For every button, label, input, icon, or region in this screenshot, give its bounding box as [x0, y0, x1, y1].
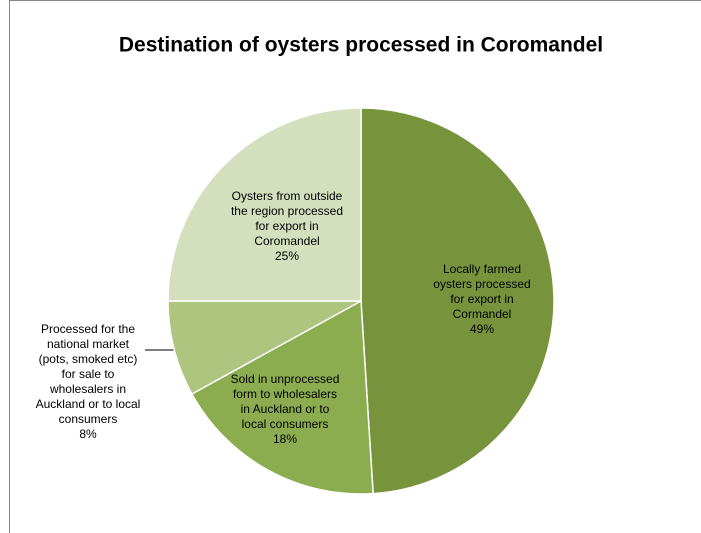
- slice-label-line: Cormandel: [453, 307, 512, 321]
- slice-label-line: form to wholesalers: [233, 387, 337, 401]
- slice-value-label: 49%: [470, 322, 494, 336]
- slice-value-label: 18%: [273, 432, 297, 446]
- slice-label: Processed for the national market (pots, s…: [36, 322, 141, 426]
- pie-slice: [167, 300, 362, 395]
- slice-label: Locally farmed oysters processed for expor…: [433, 262, 530, 321]
- slice-label-line: oysters processed: [433, 277, 530, 291]
- slice-label-line: local consumers: [242, 417, 329, 431]
- slice-label-line: Coromandel: [254, 234, 319, 248]
- pie-slice: [360, 107, 555, 495]
- slice-label-line: Auckland or to local: [36, 397, 141, 411]
- pie-slice: [167, 107, 362, 302]
- slice-label-line: Sold in unprocessed: [231, 372, 340, 386]
- chart-title: Destination of oysters processed in Coro…: [119, 34, 603, 57]
- slice-label-line: (pots, smoked etc): [39, 352, 138, 366]
- pie-slice: [190, 299, 374, 495]
- slice-label-line: for sale to: [62, 367, 115, 381]
- slice-label-line: national market: [47, 337, 130, 351]
- slice-value-label: 25%: [275, 249, 299, 263]
- slice-label-line: in Auckland or to: [241, 402, 330, 416]
- slice-label-line: Processed for the: [41, 322, 135, 336]
- slice-label-line: for export in: [255, 219, 318, 233]
- slice-label: Oysters from outside the region processed…: [231, 189, 343, 248]
- slice-label: Sold in unprocessed form to wholesalers in…: [231, 372, 340, 431]
- slice-label-line: for export in: [450, 292, 513, 306]
- slice-label-line: the region processed: [231, 204, 343, 218]
- slice-label-line: Locally farmed: [443, 262, 521, 276]
- slice-value-label: 8%: [79, 427, 97, 441]
- slice-label-line: consumers: [59, 412, 118, 426]
- slice-label-line: wholesalers in: [49, 382, 126, 396]
- slice-label-line: Oysters from outside: [232, 189, 343, 203]
